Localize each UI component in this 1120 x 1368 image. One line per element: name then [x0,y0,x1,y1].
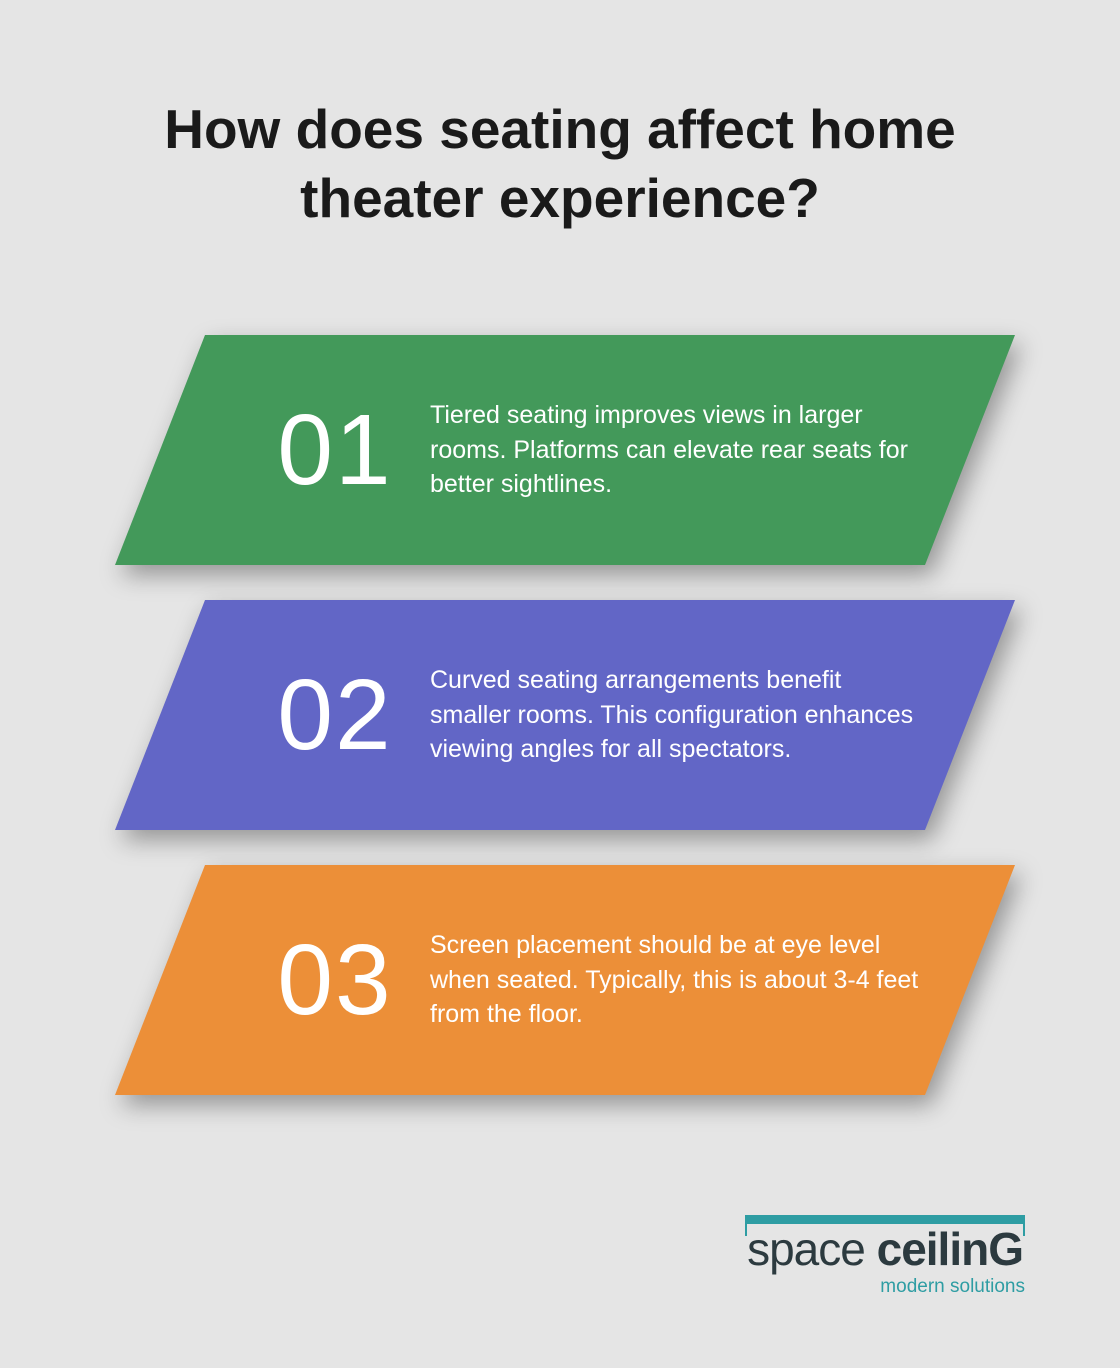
panel-2-text: Curved seating arrangements benefit smal… [420,663,925,767]
panel-1: 01 Tiered seating improves views in larg… [115,335,1015,565]
panel-2-number: 02 [250,665,420,765]
panel-1-wrap: 01 Tiered seating improves views in larg… [115,335,1015,565]
panel-1-text: Tiered seating improves views in larger … [420,398,925,502]
panel-2: 02 Curved seating arrangements benefit s… [115,600,1015,830]
panel-1-number: 01 [250,400,420,500]
logo-part1: space [747,1223,865,1275]
logo-part2: ceilinG [877,1223,1023,1275]
panel-3: 03 Screen placement should be at eye lev… [115,865,1015,1095]
logo-tagline: modern solutions [745,1276,1025,1298]
panel-3-wrap: 03 Screen placement should be at eye lev… [115,865,1015,1095]
logo-tick-icon [1023,1222,1025,1236]
panel-2-wrap: 02 Curved seating arrangements benefit s… [115,600,1015,830]
page-title: How does seating affect home theater exp… [80,95,1040,233]
brand-logo: space ceilinG modern solutions [745,1215,1025,1298]
panel-3-text: Screen placement should be at eye level … [420,928,925,1032]
logo-wordmark: space ceilinG [745,1226,1025,1272]
panel-3-number: 03 [250,930,420,1030]
